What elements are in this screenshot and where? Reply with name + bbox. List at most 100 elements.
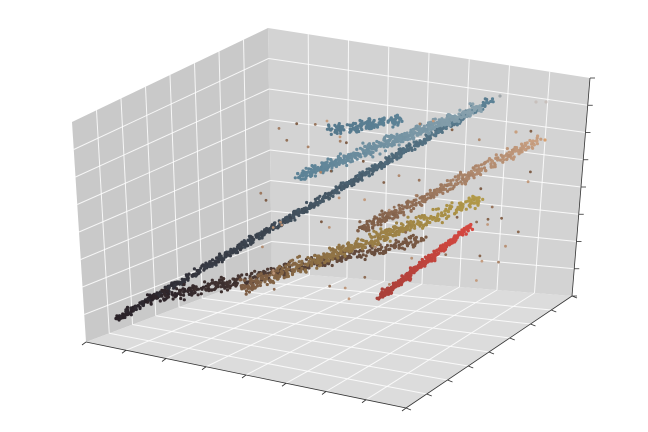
- data-point: [339, 129, 343, 133]
- data-point: [507, 153, 511, 158]
- data-point: [182, 282, 186, 287]
- data-point: [395, 229, 399, 233]
- data-point: [411, 129, 415, 133]
- data-point: [399, 153, 403, 157]
- data-point: [261, 245, 264, 249]
- data-point: [535, 142, 540, 146]
- data-point: [386, 120, 390, 124]
- data-point: [320, 197, 324, 201]
- data-point: [472, 195, 476, 199]
- data-point: [510, 151, 515, 156]
- data-point: [418, 129, 422, 133]
- data-point: [141, 303, 145, 308]
- axis-ticks: [81, 77, 595, 412]
- data-point: [359, 255, 363, 259]
- data-point: [408, 266, 413, 270]
- data-point: [406, 215, 410, 219]
- grid-lines: [73, 34, 588, 401]
- data-point: [443, 245, 447, 249]
- data-point: [523, 147, 527, 152]
- data-point: [469, 169, 473, 173]
- data-point: [392, 142, 396, 146]
- left-pane: [72, 28, 272, 342]
- data-point: [368, 244, 373, 248]
- data-point: [287, 262, 291, 266]
- data-point: [376, 235, 380, 240]
- data-point: [363, 275, 367, 279]
- data-point: [295, 122, 299, 126]
- data-point: [413, 147, 417, 151]
- data-point: [380, 143, 384, 147]
- data-point: [327, 127, 332, 131]
- data-point: [350, 127, 354, 131]
- data-point: [329, 132, 333, 136]
- data-point: [255, 284, 259, 288]
- data-point: [429, 214, 433, 219]
- data-point: [505, 147, 509, 151]
- data-point: [534, 100, 538, 104]
- data-point: [245, 272, 249, 277]
- data-point: [339, 250, 343, 254]
- data-point: [355, 147, 359, 151]
- data-point: [363, 144, 367, 148]
- data-point: [467, 174, 471, 178]
- data-point: [450, 117, 454, 122]
- data-point: [477, 138, 481, 142]
- data-point: [510, 148, 514, 152]
- data-point: [352, 252, 356, 256]
- data-point: [391, 228, 395, 232]
- data-point: [182, 293, 186, 297]
- data-point: [478, 254, 482, 258]
- data-point: [130, 309, 134, 313]
- data-point: [286, 274, 291, 278]
- grid-line: [218, 51, 226, 290]
- data-point: [361, 159, 365, 163]
- data-point: [418, 224, 422, 228]
- data-point: [440, 117, 444, 121]
- grid-line: [225, 289, 531, 325]
- data-point: [378, 213, 382, 217]
- data-point: [399, 117, 403, 121]
- data-point: [498, 94, 502, 98]
- data-point: [416, 219, 420, 223]
- data-point: [397, 243, 401, 247]
- data-point: [175, 287, 179, 291]
- data-point: [155, 296, 160, 300]
- data-point: [280, 223, 284, 227]
- data-point: [228, 253, 232, 257]
- data-point: [204, 287, 208, 292]
- data-point: [446, 210, 451, 214]
- data-point: [307, 266, 311, 270]
- data-point: [361, 141, 365, 145]
- data-point: [300, 207, 304, 212]
- data-point: [361, 238, 365, 243]
- data-point: [450, 128, 454, 132]
- data-point: [435, 187, 439, 191]
- data-point: [413, 226, 417, 230]
- data-point: [459, 208, 463, 212]
- data-point: [145, 293, 150, 297]
- data-point: [463, 182, 468, 186]
- data-point: [174, 293, 178, 297]
- data-point: [257, 237, 261, 241]
- data-point: [441, 187, 445, 191]
- y-tick: [509, 337, 515, 341]
- data-point: [294, 266, 298, 270]
- data-point: [431, 207, 435, 212]
- data-point: [163, 297, 167, 301]
- data-point: [191, 274, 195, 278]
- data-point: [338, 139, 342, 143]
- data-point: [381, 163, 385, 168]
- data-point: [343, 160, 348, 165]
- data-point: [409, 130, 413, 134]
- data-point: [313, 174, 317, 178]
- data-point: [420, 142, 425, 147]
- data-point: [335, 187, 339, 191]
- data-point: [404, 238, 408, 242]
- data-point: [326, 259, 330, 263]
- data-point: [123, 313, 127, 317]
- data-point: [253, 269, 257, 273]
- data-point: [321, 171, 325, 175]
- data-point: [228, 286, 232, 290]
- data-point: [436, 251, 440, 256]
